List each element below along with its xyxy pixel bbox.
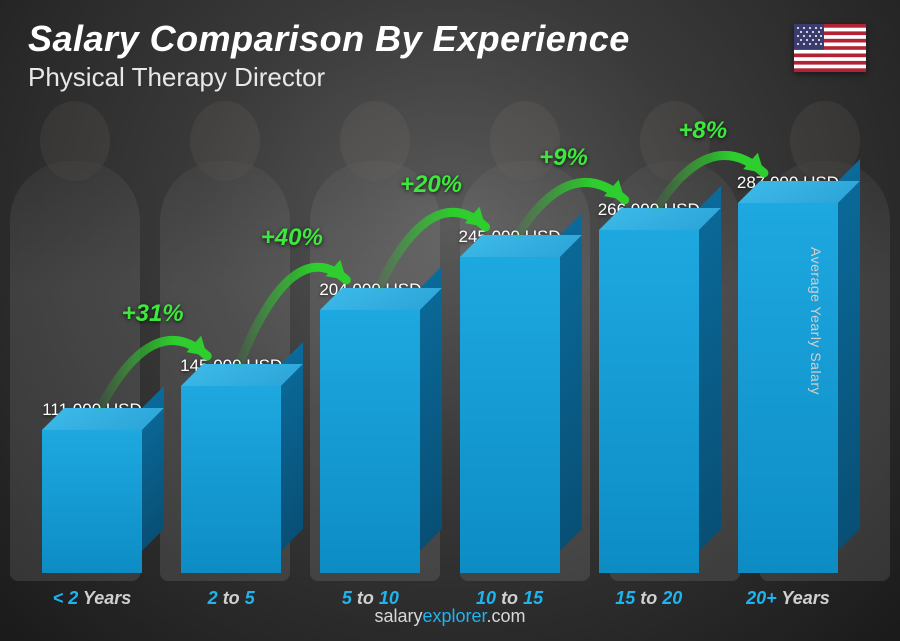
flag-icon xyxy=(794,24,866,72)
pct-increase-label: +8% xyxy=(678,117,727,145)
brand-suffix: .com xyxy=(487,606,526,626)
header: Salary Comparison By Experience Physical… xyxy=(28,18,872,93)
brand-mid: explorer xyxy=(422,606,486,626)
bar-chart: 111,000 USD< 2 Years145,000 USD2 to 5204… xyxy=(30,103,850,573)
brand-prefix: salary xyxy=(374,606,422,626)
chart-title: Salary Comparison By Experience xyxy=(28,18,872,60)
growth-arrow xyxy=(30,103,850,573)
footer-brand: salaryexplorer.com xyxy=(0,606,900,627)
chart-subtitle: Physical Therapy Director xyxy=(28,62,872,93)
y-axis-label: Average Yearly Salary xyxy=(808,247,824,395)
